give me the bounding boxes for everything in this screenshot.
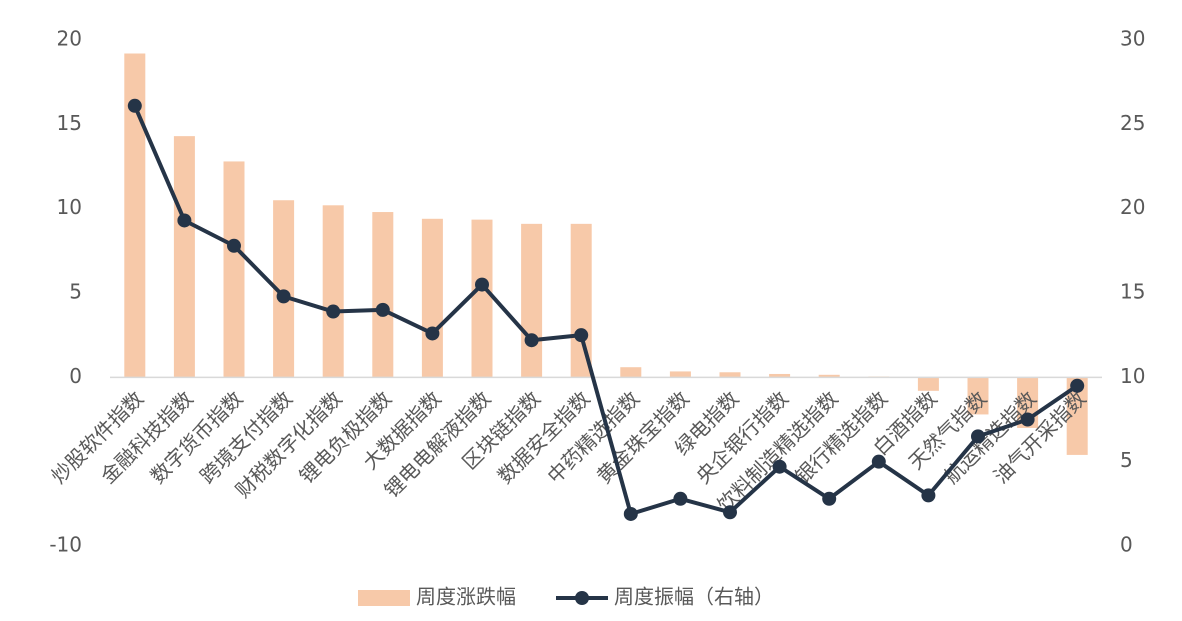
bar	[769, 373, 791, 378]
line-point	[822, 491, 837, 506]
y2-tick-label: 25	[1120, 111, 1145, 135]
line-point	[971, 429, 985, 444]
line-point	[1020, 412, 1035, 427]
bar	[223, 161, 245, 378]
bar	[521, 223, 543, 378]
line-point	[326, 304, 341, 319]
bar	[917, 377, 939, 391]
legend-swatch-point	[575, 591, 589, 605]
y2-tick-label: 0	[1120, 533, 1133, 557]
y-tick-label: 0	[69, 364, 82, 388]
bar	[421, 218, 443, 378]
y2-tick-label: 15	[1120, 280, 1145, 304]
line-point	[772, 459, 787, 474]
line	[132, 104, 1079, 516]
y-tick-label: 5	[69, 280, 82, 304]
bar	[173, 136, 195, 378]
bar	[322, 205, 344, 378]
line-point	[673, 491, 688, 506]
line-point	[227, 238, 241, 253]
bar	[124, 53, 146, 378]
line-point	[127, 98, 142, 113]
y-tick-label: 20	[57, 27, 82, 51]
bar	[372, 212, 394, 378]
legend-label: 周度振幅（右轴）	[614, 585, 774, 609]
bar	[719, 372, 741, 378]
bar	[471, 219, 493, 378]
y2-tick-label: 30	[1120, 27, 1145, 51]
line-point	[375, 302, 390, 317]
bar	[620, 367, 642, 378]
y2-tick-label: 20	[1120, 195, 1145, 219]
y-tick-label: 15	[57, 111, 82, 135]
y2-tick-label: 5	[1120, 448, 1133, 472]
line-point	[574, 328, 589, 343]
legend-swatch	[358, 590, 410, 606]
line-point	[425, 326, 440, 341]
line-point	[177, 213, 192, 228]
line-point	[921, 488, 936, 503]
line-point	[524, 333, 539, 348]
y2-tick-label: 10	[1120, 364, 1145, 388]
y-tick-label: -10	[49, 533, 82, 557]
y-tick-label: 10	[57, 195, 82, 219]
bar	[1066, 377, 1088, 455]
line-point	[276, 289, 291, 304]
line-point	[871, 454, 886, 469]
bar	[967, 377, 989, 415]
legend-label: 周度涨跌幅	[416, 585, 516, 609]
line-point	[623, 506, 638, 521]
line-point	[1070, 378, 1085, 393]
bar	[818, 374, 840, 378]
bar	[273, 200, 295, 378]
line-point	[723, 505, 737, 520]
bar	[669, 371, 691, 378]
line-point	[475, 277, 489, 292]
